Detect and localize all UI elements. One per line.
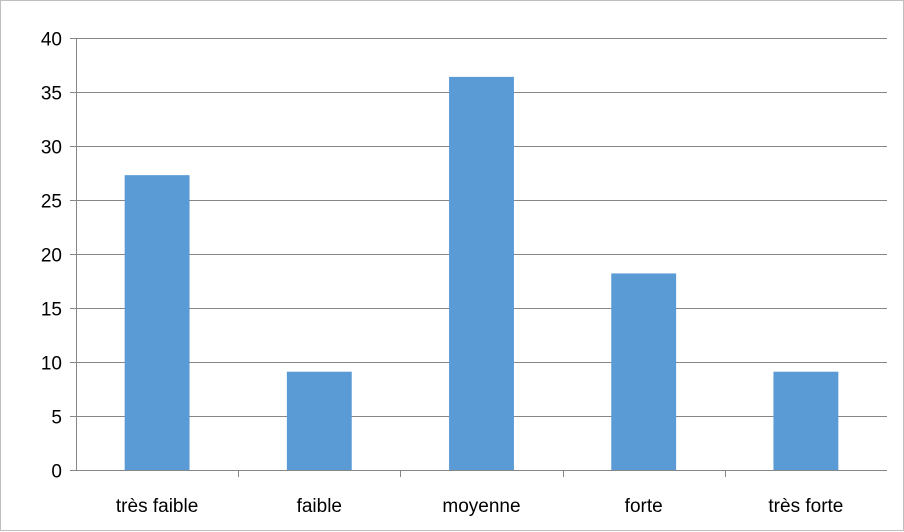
x-tick-label: très forte: [768, 496, 843, 517]
y-tick-label: 30: [41, 138, 62, 159]
y-tick-label: 20: [41, 246, 62, 267]
bar: [124, 175, 190, 470]
y-tick-label: 10: [41, 354, 62, 375]
y-tick-label: 25: [41, 192, 62, 213]
x-tick-label: faible: [297, 496, 342, 517]
y-tick-label: 0: [51, 462, 62, 483]
y-tick-label: 5: [51, 408, 62, 429]
x-tick-label: très faible: [116, 496, 198, 517]
y-tick-label: 15: [41, 300, 62, 321]
y-tick-labels: 0 5 10 15 20 25 30 35 40: [41, 30, 62, 483]
x-tick-labels: très faible faible moyenne forte très forte: [116, 496, 843, 517]
y-tick-label: 40: [41, 30, 62, 51]
bar: [286, 371, 352, 470]
axes: [70, 38, 887, 477]
bars: [124, 76, 839, 470]
x-tick-label: moyenne: [442, 496, 520, 517]
bar: [449, 76, 514, 470]
bar: [773, 371, 839, 470]
x-tick-label: forte: [625, 496, 663, 517]
y-tick-label: 35: [41, 84, 62, 105]
bar: [611, 273, 677, 470]
